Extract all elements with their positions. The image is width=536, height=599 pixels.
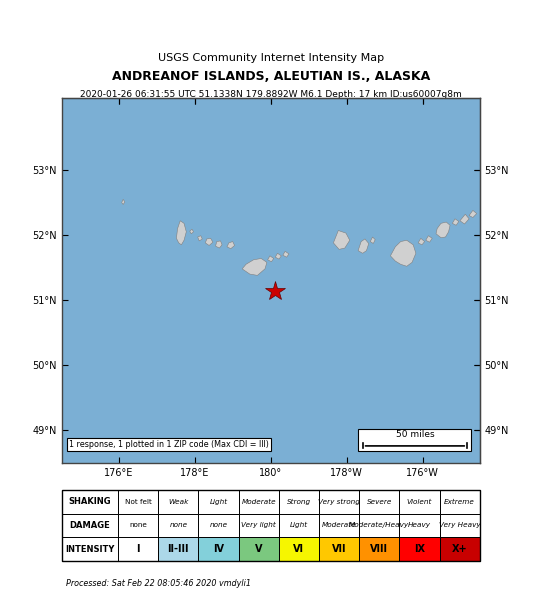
Polygon shape: [198, 236, 202, 241]
Text: INTENSITY: INTENSITY: [65, 544, 115, 553]
Bar: [158, 513, 198, 537]
Polygon shape: [370, 237, 375, 244]
Text: none: none: [129, 522, 147, 528]
Text: Very strong: Very strong: [318, 499, 360, 505]
Polygon shape: [227, 241, 235, 249]
Text: X+: X+: [452, 544, 467, 554]
Text: 1 response, 1 plotted in 1 ZIP code (Max CDI = III): 1 response, 1 plotted in 1 ZIP code (Max…: [69, 440, 269, 449]
Bar: [399, 513, 440, 537]
Bar: [62, 490, 118, 513]
Text: Processed: Sat Feb 22 08:05:46 2020 vmdyli1: Processed: Sat Feb 22 08:05:46 2020 vmdy…: [66, 579, 251, 588]
Bar: [62, 513, 118, 537]
Text: Severe: Severe: [367, 499, 392, 505]
Bar: [399, 537, 440, 561]
Bar: [118, 537, 158, 561]
Bar: [62, 490, 480, 561]
Bar: [158, 490, 198, 513]
Polygon shape: [469, 210, 477, 217]
Bar: [62, 537, 118, 561]
Polygon shape: [452, 219, 459, 225]
Bar: [359, 537, 399, 561]
Polygon shape: [242, 259, 267, 276]
Polygon shape: [176, 221, 187, 245]
Bar: [239, 537, 279, 561]
Bar: [279, 537, 319, 561]
Text: Moderate: Moderate: [241, 499, 276, 505]
Bar: [440, 490, 480, 513]
Text: USGS Community Internet Intensity Map: USGS Community Internet Intensity Map: [158, 53, 384, 63]
Polygon shape: [122, 199, 125, 204]
Bar: [440, 537, 480, 561]
Text: 2020-01-26 06:31:55 UTC 51.1338N 179.8892W M6.1 Depth: 17 km ID:us60007g8m: 2020-01-26 06:31:55 UTC 51.1338N 179.889…: [80, 90, 461, 99]
Text: 50 miles: 50 miles: [396, 429, 434, 438]
Text: VII: VII: [332, 544, 346, 554]
Text: SHAKING: SHAKING: [69, 497, 111, 506]
Text: none: none: [210, 522, 228, 528]
Bar: [198, 513, 239, 537]
Bar: [319, 537, 359, 561]
Bar: [118, 490, 158, 513]
Polygon shape: [267, 256, 274, 262]
Polygon shape: [358, 239, 369, 253]
Bar: [279, 513, 319, 537]
Polygon shape: [205, 238, 213, 246]
Polygon shape: [215, 241, 222, 248]
Polygon shape: [390, 240, 416, 267]
Text: Violent: Violent: [407, 499, 432, 505]
Text: V: V: [255, 544, 263, 554]
Bar: [319, 490, 359, 513]
Polygon shape: [426, 236, 432, 242]
Text: Weak: Weak: [168, 499, 189, 505]
Text: IV: IV: [213, 544, 224, 554]
Text: DAMAGE: DAMAGE: [70, 521, 110, 530]
Polygon shape: [276, 253, 281, 259]
Polygon shape: [460, 214, 469, 224]
Polygon shape: [283, 252, 289, 257]
Bar: [440, 513, 480, 537]
Text: I: I: [137, 544, 140, 554]
Text: Very light: Very light: [241, 522, 276, 528]
Bar: [118, 513, 158, 537]
Text: Very Heavy: Very Heavy: [439, 522, 480, 528]
Text: ANDREANOF ISLANDS, ALEUTIAN IS., ALASKA: ANDREANOF ISLANDS, ALEUTIAN IS., ALASKA: [111, 70, 430, 83]
Polygon shape: [418, 238, 425, 245]
Bar: [198, 537, 239, 561]
Text: VIII: VIII: [370, 544, 388, 554]
Text: II-III: II-III: [168, 544, 189, 554]
Text: Heavy: Heavy: [408, 522, 431, 528]
Polygon shape: [436, 222, 450, 238]
Text: Moderate: Moderate: [322, 522, 356, 528]
Text: Light: Light: [290, 522, 308, 528]
Bar: [359, 490, 399, 513]
Polygon shape: [190, 229, 193, 234]
Text: VI: VI: [293, 544, 304, 554]
Bar: [359, 513, 399, 537]
Text: IX: IX: [414, 544, 425, 554]
Bar: [359, 429, 471, 450]
Bar: [319, 513, 359, 537]
Bar: [198, 490, 239, 513]
Text: Light: Light: [210, 499, 228, 505]
Text: Not felt: Not felt: [125, 499, 152, 505]
Bar: [239, 513, 279, 537]
Text: Strong: Strong: [287, 499, 311, 505]
Text: Extreme: Extreme: [444, 499, 475, 505]
Bar: [399, 490, 440, 513]
Text: Moderate/Heavy: Moderate/Heavy: [349, 522, 410, 528]
Bar: [279, 490, 319, 513]
Bar: [239, 490, 279, 513]
Text: none: none: [169, 522, 188, 528]
Bar: [158, 537, 198, 561]
Polygon shape: [333, 231, 349, 249]
